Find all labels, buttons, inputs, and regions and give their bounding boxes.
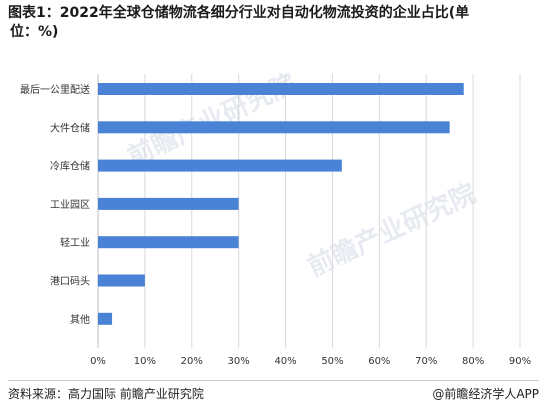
- chart-title-line-1: 图表1：2022年全球仓储物流各细分行业对自动化物流投资的企业占比(单: [8, 5, 470, 21]
- x-tick-label: 50%: [321, 356, 343, 367]
- brand-credit: @前瞻经济学人APP: [432, 387, 539, 401]
- category-label: 轻工业: [60, 236, 90, 249]
- bar: [98, 83, 464, 95]
- x-tick-label: 70%: [415, 356, 437, 367]
- x-tick-label: 90%: [509, 356, 531, 367]
- chart-title: 图表1：2022年全球仓储物流各细分行业对自动化物流投资的企业占比(单 位：%): [8, 4, 539, 42]
- x-tick-label: 0%: [90, 356, 106, 367]
- x-tick-label: 60%: [368, 356, 390, 367]
- bar: [98, 159, 342, 172]
- bar: [98, 312, 113, 325]
- bar: [98, 197, 239, 210]
- category-label: 大件仓储: [50, 121, 90, 134]
- source-note: 资料来源：高力国际 前瞻产业研究院: [8, 387, 204, 401]
- x-tick-label: 30%: [228, 356, 250, 367]
- bar: [98, 121, 450, 134]
- category-label: 最后一公里配送: [20, 83, 90, 96]
- category-label: 工业园区: [50, 199, 90, 211]
- category-label: 港口码头: [50, 276, 90, 288]
- chart-title-line-2: 位：%): [10, 24, 59, 40]
- x-tick-label: 10%: [134, 356, 156, 367]
- x-tick-label: 40%: [274, 356, 296, 367]
- x-tick-label: 80%: [462, 356, 484, 367]
- category-label: 冷库仓储: [50, 160, 90, 173]
- bar: [98, 274, 145, 287]
- bar: [98, 236, 239, 249]
- x-tick-label: 20%: [181, 356, 203, 367]
- category-label: 其他: [70, 313, 90, 326]
- footer-divider: [8, 380, 539, 381]
